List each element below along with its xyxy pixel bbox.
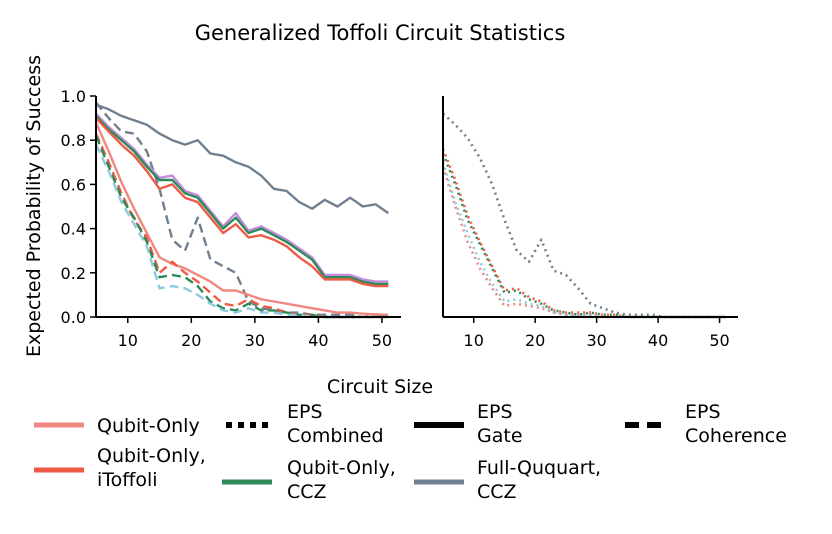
series-line-left-full-ququart-ccz-eps-coherence <box>95 101 389 319</box>
legend-label-eps-combined: EPS Combined <box>287 401 384 447</box>
left-series-group <box>94 101 389 319</box>
legend-label-eps-coherence: EPS Coherence <box>685 401 787 447</box>
x-tick-label: 20 <box>181 331 201 350</box>
x-tick-label: 30 <box>245 331 265 350</box>
right-series-group <box>441 112 726 319</box>
y-axis-label: Expected Probability of Success <box>23 55 45 357</box>
series-line-left-qubit-only-itoffoli-eps-gate-overlay <box>95 112 389 283</box>
right-panel: 10 20 30 40 50 <box>441 96 738 350</box>
legend-label-qubit-only: Qubit-Only <box>97 415 200 437</box>
x-tick-label: 50 <box>709 331 729 350</box>
y-tick-label: 0.0 <box>61 308 86 327</box>
x-tick-label: 10 <box>118 331 138 350</box>
series-line-left-qubit-only-eps-gate <box>94 122 389 316</box>
x-tick-label: 10 <box>464 331 484 350</box>
series-line-right-qubit-only-eps-combined <box>441 166 726 319</box>
series-line-right-qubit-only-eps-combined-overlay <box>441 161 726 319</box>
x-axis-label: Circuit Size <box>327 376 433 398</box>
y-tick-label: 0.6 <box>61 175 86 194</box>
series-line-right-qubit-only-itoffoli-eps-combined <box>441 148 726 319</box>
right-x-ticks: 10 20 30 40 50 <box>464 317 730 350</box>
x-tick-label: 40 <box>308 331 328 350</box>
series-line-right-full-ququart-ccz-eps-combined <box>442 112 726 319</box>
x-tick-label: 20 <box>525 331 545 350</box>
legend: Qubit-Only EPS Combined EPS Gate EPS Coh… <box>34 401 787 503</box>
legend-label-qubit-only-ccz: Qubit-Only, CCZ <box>287 457 402 503</box>
left-x-ticks: 10 20 30 40 50 <box>118 317 392 350</box>
left-panel: 0.0 0.2 0.4 0.6 0.8 1.0 10 20 30 40 50 Expected P… <box>23 55 433 398</box>
legend-label-eps-gate: EPS Gate <box>477 401 523 447</box>
series-line-left-qubit-only-itoffoli-eps-gate <box>95 117 389 288</box>
x-tick-label: 40 <box>648 331 668 350</box>
legend-label-qubit-only-itoffoli: Qubit-Only, iToffoli <box>97 445 212 491</box>
legend-label-full-ququart-ccz: Full-Ququart, CCZ <box>477 457 607 503</box>
x-tick-label: 50 <box>372 331 392 350</box>
left-y-ticks: 0.0 0.2 0.4 0.6 0.8 1.0 <box>61 87 96 327</box>
y-tick-label: 0.2 <box>61 264 86 283</box>
x-tick-label: 30 <box>586 331 606 350</box>
chart-title: Generalized Toffoli Circuit Statistics <box>195 21 566 45</box>
series-line-left-qubit-only-ccz-eps-gate <box>95 115 389 286</box>
series-line-right-qubit-only-ccz-eps-combined <box>441 153 726 319</box>
y-tick-label: 0.4 <box>61 220 86 239</box>
series-line-left-full-ququart-ccz-eps-gate <box>95 103 389 215</box>
y-tick-label: 0.8 <box>61 131 86 150</box>
y-tick-label: 1.0 <box>61 87 86 106</box>
